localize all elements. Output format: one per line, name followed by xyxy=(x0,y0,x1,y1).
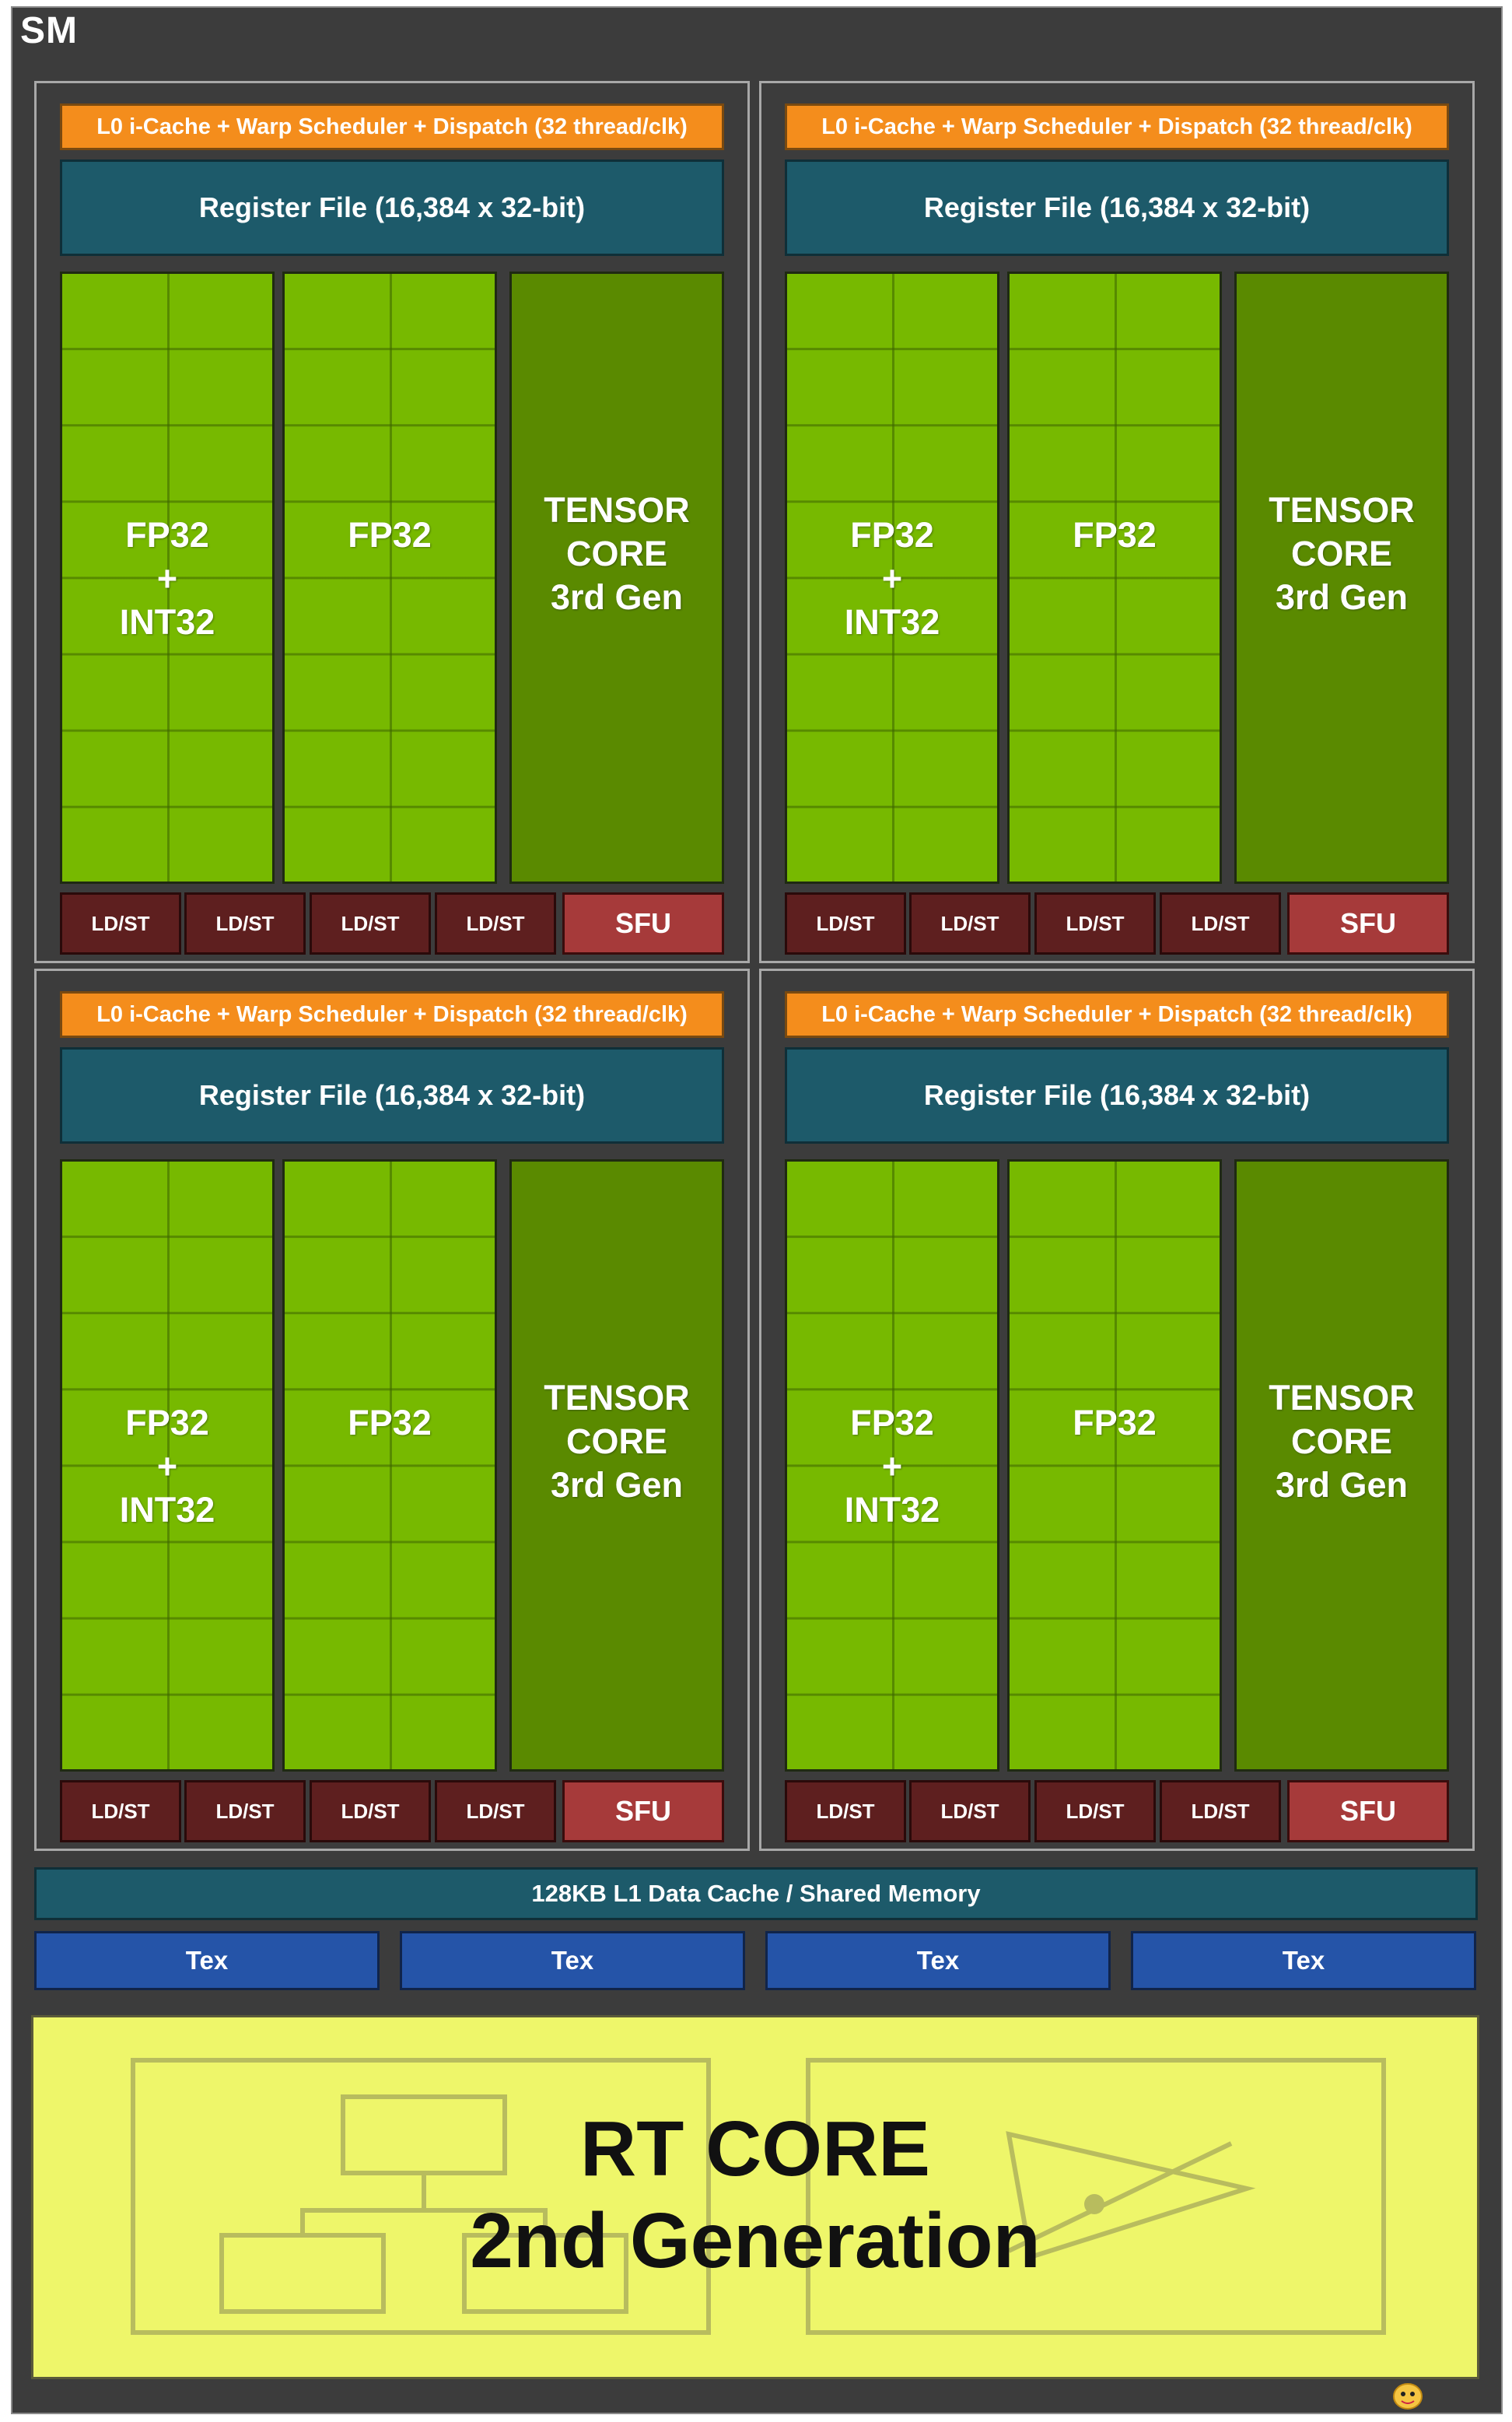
tensor-core: TENSOR CORE 3rd Gen xyxy=(509,272,724,884)
l1-data-cache: 128KB L1 Data Cache / Shared Memory xyxy=(34,1867,1478,1920)
fp32-unit: FP32 xyxy=(1007,1159,1222,1772)
fp32-int32-label: FP32 + INT32 xyxy=(844,515,940,642)
fp32-label: FP32 xyxy=(348,515,432,555)
rt-core: RT CORE 2nd Generation xyxy=(31,2015,1479,2379)
tex-unit: Tex xyxy=(765,1931,1111,1990)
tensor-core: TENSOR CORE 3rd Gen xyxy=(1234,272,1449,884)
fp32-int32-label: FP32 + INT32 xyxy=(844,1403,940,1530)
fp32-int32-unit: FP32 + INT32 xyxy=(785,272,999,884)
processing-block-1: L0 i-Cache + Warp Scheduler + Dispatch (… xyxy=(759,81,1475,963)
ldst-unit: LD/ST xyxy=(310,1780,431,1842)
register-file: Register File (16,384 x 32-bit) xyxy=(785,159,1449,256)
tex-unit: Tex xyxy=(1131,1931,1476,1990)
bvh-link xyxy=(300,2208,548,2235)
sfu-unit: SFU xyxy=(562,892,724,955)
ldst-unit: LD/ST xyxy=(785,1780,906,1842)
ldst-unit: LD/ST xyxy=(1160,892,1281,955)
triangle-shape xyxy=(1006,2131,1256,2260)
ldst-unit: LD/ST xyxy=(60,1780,181,1842)
intersection-point-icon xyxy=(1084,2194,1104,2214)
sfu-unit: SFU xyxy=(562,1780,724,1842)
fp32-int32-label: FP32 + INT32 xyxy=(119,515,215,642)
tensor-core-label: TENSOR CORE 3rd Gen xyxy=(1269,490,1415,617)
warp-scheduler: L0 i-Cache + Warp Scheduler + Dispatch (… xyxy=(785,991,1449,1038)
fp32-unit: FP32 xyxy=(282,272,497,884)
tensor-core-label: TENSOR CORE 3rd Gen xyxy=(544,1378,690,1505)
tensor-core-label: TENSOR CORE 3rd Gen xyxy=(1269,1378,1415,1505)
ldst-unit: LD/ST xyxy=(1034,1780,1156,1842)
ldst-unit: LD/ST xyxy=(435,892,556,955)
fp32-label: FP32 xyxy=(1073,1403,1157,1442)
warp-scheduler: L0 i-Cache + Warp Scheduler + Dispatch (… xyxy=(60,103,724,150)
register-file: Register File (16,384 x 32-bit) xyxy=(60,159,724,256)
rt-core-title: RT CORE 2nd Generation xyxy=(470,2105,1041,2284)
ldst-unit: LD/ST xyxy=(60,892,181,955)
ldst-unit: LD/ST xyxy=(909,1780,1031,1842)
fp32-int32-unit: FP32 + INT32 xyxy=(60,1159,275,1772)
sfu-unit: SFU xyxy=(1287,892,1449,955)
processing-block-3: L0 i-Cache + Warp Scheduler + Dispatch (… xyxy=(759,969,1475,1851)
tensor-core: TENSOR CORE 3rd Gen xyxy=(1234,1159,1449,1772)
processing-block-0: L0 i-Cache + Warp Scheduler + Dispatch (… xyxy=(34,81,750,963)
fp32-unit: FP32 xyxy=(1007,272,1222,884)
bvh-left-node xyxy=(219,2233,386,2314)
ldst-unit: LD/ST xyxy=(184,892,306,955)
fp32-label: FP32 xyxy=(348,1403,432,1442)
sfu-unit: SFU xyxy=(1287,1780,1449,1842)
intersection-panel xyxy=(806,2058,1386,2335)
register-file: Register File (16,384 x 32-bit) xyxy=(60,1047,724,1144)
tensor-core: TENSOR CORE 3rd Gen xyxy=(509,1159,724,1772)
watermark-logo xyxy=(1389,2375,1490,2413)
warp-scheduler: L0 i-Cache + Warp Scheduler + Dispatch (… xyxy=(60,991,724,1038)
fp32-unit: FP32 xyxy=(282,1159,497,1772)
ldst-unit: LD/ST xyxy=(1160,1780,1281,1842)
sm-title: SM xyxy=(20,10,78,51)
tensor-core-label: TENSOR CORE 3rd Gen xyxy=(544,490,690,617)
ldst-unit: LD/ST xyxy=(435,1780,556,1842)
tex-unit: Tex xyxy=(34,1931,380,1990)
ldst-unit: LD/ST xyxy=(184,1780,306,1842)
tex-unit: Tex xyxy=(400,1931,745,1990)
warp-scheduler: L0 i-Cache + Warp Scheduler + Dispatch (… xyxy=(785,103,1449,150)
mascot-logo-icon xyxy=(1393,2383,1423,2410)
fp32-int32-unit: FP32 + INT32 xyxy=(60,272,275,884)
ldst-unit: LD/ST xyxy=(310,892,431,955)
rt-core-graphic xyxy=(131,2058,1386,2335)
ray-line xyxy=(1007,2141,1233,2253)
ldst-unit: LD/ST xyxy=(909,892,1031,955)
processing-block-2: L0 i-Cache + Warp Scheduler + Dispatch (… xyxy=(34,969,750,1851)
fp32-int32-label: FP32 + INT32 xyxy=(119,1403,215,1530)
fp32-label: FP32 xyxy=(1073,515,1157,555)
bvh-panel xyxy=(131,2058,711,2335)
register-file: Register File (16,384 x 32-bit) xyxy=(785,1047,1449,1144)
bvh-right-node xyxy=(462,2233,628,2314)
fp32-int32-unit: FP32 + INT32 xyxy=(785,1159,999,1772)
ldst-unit: LD/ST xyxy=(1034,892,1156,955)
ldst-unit: LD/ST xyxy=(785,892,906,955)
